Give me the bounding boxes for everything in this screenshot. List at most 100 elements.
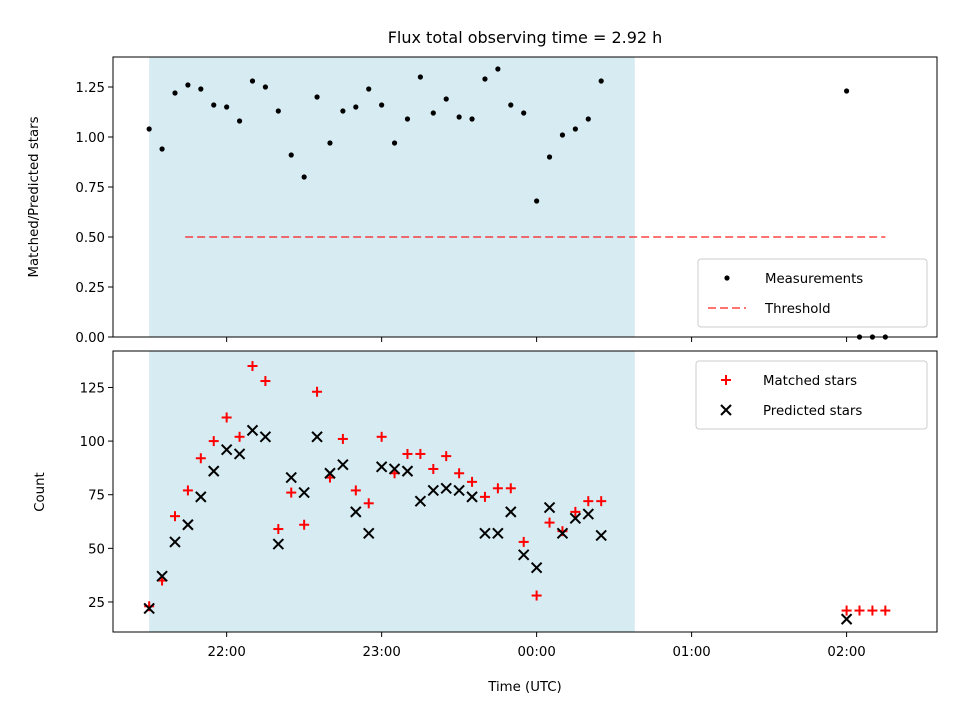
matched-star-point [505,483,516,494]
matched-star-point [467,476,478,487]
measurement-point [843,88,850,94]
legend-measurement-marker [724,275,730,281]
measurement-point [572,126,578,132]
legend-threshold-label: Threshold [764,302,831,317]
top-axes-frame [112,56,938,338]
measurement-point [546,154,553,160]
predicted-star-point [156,570,168,582]
predicted-star-point [285,471,297,484]
top-y-tick-label: 0.50 [75,231,105,246]
matched-star-point [880,605,891,616]
predicted-star-point [259,431,272,443]
matched-star-point [195,453,206,464]
predicted-star-point [375,461,388,473]
legend-frame [695,360,928,430]
measurement-point [159,146,165,152]
matched-star-point [441,451,452,462]
predicted-star-point [840,613,853,625]
matched-star-point [492,483,503,494]
matched-star-point [596,496,607,507]
measurement-point [559,132,566,138]
bottom-y-axis-label: Count [33,472,48,512]
predicted-star-point [169,536,181,548]
matched-star-point [544,517,555,528]
measurement-point [172,90,178,96]
predicted-star-point [324,467,336,479]
top-y-axis-label: Matched/Predicted stars [27,116,42,277]
measurement-point [340,108,346,114]
measurement-point [495,66,501,72]
matched-star-point [570,506,581,517]
bottom-legend: Matched stars Predicted stars [695,360,928,430]
predicted-star-point [543,501,556,514]
x-tick-label: 22:00 [207,645,245,660]
x-tick-label: 23:00 [362,645,400,660]
top-panel: 0.00 0.25 0.50 0.75 1.00 1.25 Measurements Thr… [27,56,938,346]
measurement-point [482,76,488,82]
measurement-point [469,116,475,122]
predicted-star-point [246,424,259,437]
bottom-y-tick-label: 25 [88,596,105,611]
matched-star-point [273,524,284,535]
matched-star-point [208,436,219,447]
predicted-star-point [466,491,478,503]
measurement-point [443,96,449,102]
predicted-star-point [453,484,465,497]
x-tick-label: 00:00 [517,645,555,660]
measurement-point [224,104,230,110]
matched-star-point [454,468,465,479]
matched-star-point [415,448,426,459]
top-y-tick-label: 1.00 [75,131,105,146]
bottom-y-tick-label: 100 [80,435,105,450]
predicted-star-point [582,508,594,520]
matched-star-point [518,536,529,547]
predicted-star-point [595,529,607,542]
measurement-point [146,126,152,132]
predicted-star-point [182,519,194,531]
predicted-star-point [363,527,375,540]
measurement-point [379,102,385,108]
predicted-star-point [479,527,491,540]
measurement-point [456,114,462,120]
matched-star-point [299,519,310,530]
predicted-star-point [233,448,246,460]
top-y-tick-label: 1.25 [75,81,105,96]
predicted-star-point [143,602,155,615]
legend-matched-marker [721,375,731,385]
predicted-star-point [350,506,362,518]
measurement-point [404,116,411,122]
matched-star-point [867,605,878,616]
x-tick-label: 02:00 [827,645,865,660]
measurement-point [534,198,540,204]
predicted-star-point [337,458,349,471]
bottom-y-tick-label: 50 [88,542,105,557]
predicted-star-point [401,465,414,477]
measurement-point [585,116,591,122]
matched-star-point [337,433,348,444]
matched-star-point [841,605,852,616]
predicted-star-point [530,561,543,574]
bottom-y-tick-label: 75 [88,489,105,504]
measurement-point [249,78,256,84]
top-legend: Measurements Threshold [697,258,928,328]
matched-star-point [260,376,271,387]
predicted-star-point [492,527,504,540]
predicted-star-point [298,486,310,499]
matched-star-point [583,496,594,507]
chart-title: Flux total observing time = 2.92 h [388,28,663,47]
measurement-point [391,140,398,146]
legend-measurements-label: Measurements [765,272,863,287]
matched-star-point [286,487,297,498]
measurement-point [366,86,372,92]
x-axis-label: Time (UTC) [487,680,562,695]
bottom-panel: 25 50 75 100 125 22:00 23:00 00:00 01:00 02:00 Ma… [33,350,938,695]
predicted-star-point [569,512,582,525]
measurement-point [353,104,359,110]
measurement-point [417,74,423,80]
legend-predicted-marker [720,404,732,416]
matched-star-point [479,491,490,502]
matched-star-point [247,361,258,372]
matched-star-point [854,605,865,616]
predicted-star-point [556,527,569,540]
measurement-point [288,152,294,158]
